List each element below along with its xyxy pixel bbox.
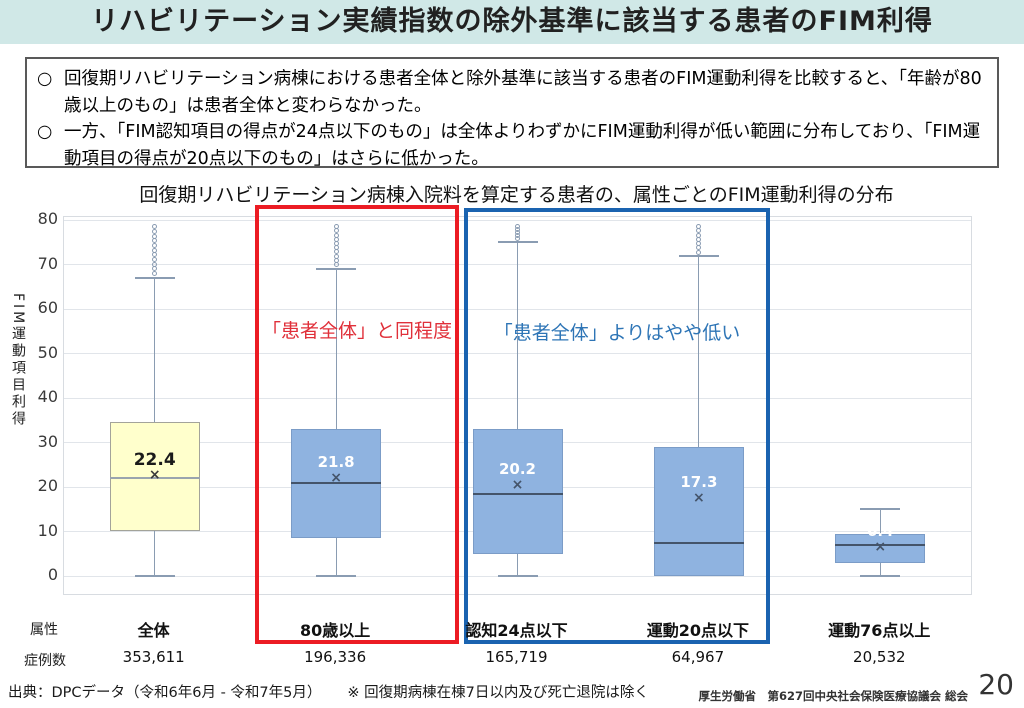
cases-value: 64,967	[671, 648, 725, 666]
mean-marker: ×	[330, 469, 342, 486]
y-tick-label: 20	[37, 476, 58, 495]
median-line	[291, 481, 382, 484]
outlier-dot	[152, 252, 158, 258]
cases-value: 20,532	[853, 648, 906, 666]
circle-bullet-icon: ○	[37, 69, 53, 89]
outlier-dot	[333, 224, 339, 230]
median-line	[835, 543, 926, 546]
mean-label: 21.8	[317, 452, 355, 471]
mean-label: 6.4	[867, 521, 894, 540]
whisker-line	[335, 268, 337, 576]
highlight-box-blue	[464, 208, 770, 644]
mean-label: 17.3	[680, 473, 718, 491]
outlier-dot	[333, 253, 339, 259]
source-text: 出典：DPCデータ（令和6年6月 - 令和7年5月）	[8, 685, 322, 701]
highlight-box-red	[255, 205, 459, 644]
y-tick-label: 10	[37, 520, 58, 540]
summary-text: 回復期リハビリテーション病棟における患者全体と除外基準に該当する患者のFIM運動…	[64, 69, 982, 116]
outlier-dot	[152, 256, 158, 262]
outlier-dot	[152, 261, 158, 267]
box-rect	[472, 429, 563, 554]
summary-bullet: ○ 回復期リハビリテーション病棟における患者全体と除外基準に該当する患者のFIM…	[37, 66, 985, 119]
circle-bullet-icon: ○	[37, 122, 53, 143]
mean-marker: ×	[874, 538, 887, 555]
outlier-dot	[152, 233, 158, 239]
outlier-dot	[515, 224, 520, 230]
box-rect	[291, 429, 382, 539]
mean-label: 20.2	[498, 460, 536, 479]
chart-title: 回復期リハビリテーション病棟入院料を算定する患者の、属性ごとのFIM運動利得の分…	[139, 184, 894, 206]
whisker-cap-high	[497, 241, 538, 244]
whisker-cap-low	[316, 575, 357, 577]
category-label: 運動76点以上	[828, 621, 931, 640]
box-rect	[835, 533, 926, 563]
whisker-line	[698, 255, 700, 576]
outlier-dot	[152, 242, 158, 248]
row-header-cases: 症例数	[24, 653, 66, 669]
boxplot-plot-area: × 22.4 × 21.8 × 20.2 × 17.3 × 6.4	[63, 216, 972, 595]
outlier-dot	[152, 228, 158, 234]
page-number: 20	[978, 668, 1014, 701]
mean-marker: ×	[693, 490, 705, 506]
whisker-cap-high	[134, 276, 175, 279]
cases-value: 353,611	[122, 648, 185, 666]
source-note: ※ 回復期病棟在棟7日以内及び死亡退院は除く	[347, 685, 649, 701]
whisker-cap-low	[860, 575, 901, 577]
summary-text: 一方、「FIM認知項目の得点が24点以下のもの」は全体よりわずかにFIM運動利得…	[64, 122, 981, 169]
annotation-slightly-lower: 「患者全体」よりはやや低い	[493, 322, 741, 344]
outlier-dot	[696, 232, 702, 238]
summary-box: ○ 回復期リハビリテーション病棟における患者全体と除外基準に該当する患者のFIM…	[25, 57, 999, 169]
y-tick-label: 60	[37, 298, 58, 317]
whisker-line	[517, 242, 518, 576]
title-bar: リハビリテーション実績指数の除外基準に該当する患者のFIM利得	[0, 0, 1024, 44]
summary-bullet: ○ 一方、「FIM認知項目の得点が24点以下のもの」は全体よりわずかにFIM運動…	[37, 119, 985, 172]
annotation-same-level: 「患者全体」と同程度	[261, 320, 452, 342]
footer-organization: 厚生労働省 第627回中央社会保険医療協議会 総会	[698, 689, 968, 703]
whisker-cap-high	[860, 508, 901, 511]
cases-value: 196,336	[304, 648, 367, 666]
outlier-dot	[333, 232, 339, 238]
gridline	[64, 219, 971, 221]
y-tick-label: 80	[37, 209, 58, 228]
category-label: 80歳以上	[299, 621, 371, 640]
mean-label: 22.4	[133, 450, 176, 471]
mean-marker: ×	[148, 467, 161, 484]
outlier-dot	[152, 266, 158, 272]
whisker-cap-high	[316, 267, 357, 270]
y-tick-label: 70	[37, 253, 58, 273]
whisker-cap-low	[134, 575, 175, 577]
median-line	[653, 541, 744, 544]
outlier-dot	[696, 249, 702, 255]
y-tick-label: 30	[37, 431, 58, 451]
category-label: 運動20点以下	[646, 621, 750, 640]
outlier-dot	[152, 238, 158, 244]
median-line	[472, 492, 563, 495]
whisker-cap-low	[497, 575, 538, 577]
category-label: 認知24点以下	[465, 621, 568, 640]
y-tick-label: 50	[37, 342, 58, 362]
mean-marker: ×	[511, 477, 524, 494]
outlier-dot	[152, 224, 158, 230]
whisker-cap-high	[678, 254, 719, 257]
box-rect	[653, 446, 744, 576]
outlier-dot	[696, 224, 702, 230]
row-header-attribute: 属性	[30, 622, 58, 638]
outlier-dot	[152, 270, 158, 276]
cases-value: 165,719	[485, 648, 548, 666]
y-axis-label: FIM運動項目利得	[10, 293, 26, 429]
y-tick-label: 0	[47, 565, 58, 584]
category-label: 全体	[137, 621, 170, 640]
box-rect	[109, 422, 200, 532]
median-line	[109, 477, 200, 480]
page-title: リハビリテーション実績指数の除外基準に該当する患者のFIM利得	[91, 6, 933, 37]
outlier-dot	[152, 247, 158, 253]
footer-source-line: 出典：DPCデータ（令和6年6月 - 令和7年5月） ※ 回復期病棟在棟7日以内及…	[8, 681, 649, 702]
y-tick-label: 40	[37, 387, 58, 406]
